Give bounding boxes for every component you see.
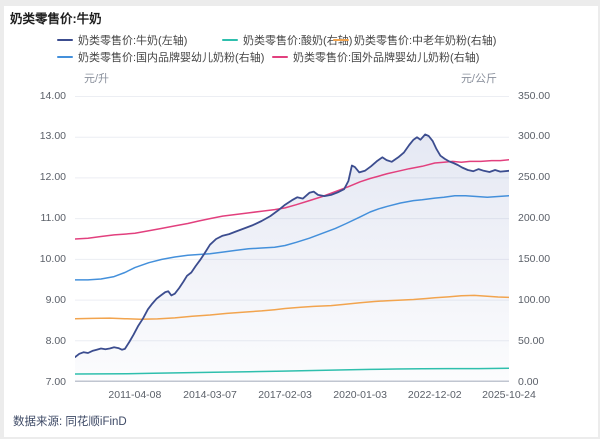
chart-title: 奶类零售价:牛奶 xyxy=(10,12,102,26)
legend-item-4[interactable]: 奶类零售价:国外品牌婴幼儿奶粉(右轴) xyxy=(272,50,479,64)
right-axis-tick: 200.00 xyxy=(518,212,551,225)
series-line-1 xyxy=(75,367,509,375)
legend-item-1[interactable]: 奶类零售价:酸奶(右轴) xyxy=(222,33,352,47)
legend-item-0[interactable]: 奶类零售价:牛奶(左轴) xyxy=(57,33,187,47)
right-axis-tick: 250.00 xyxy=(518,171,551,184)
left-axis-tick: 11.00 xyxy=(40,212,67,225)
left-axis-tick: 12.00 xyxy=(39,171,66,184)
left-axis-tick: 14.00 xyxy=(39,89,66,102)
left-axis-tick: 13.00 xyxy=(39,130,66,143)
right-axis-tick: 100.00 xyxy=(518,293,551,306)
right-axis-unit-label: 元/公斤 xyxy=(460,73,497,85)
right-axis-tick: 150.00 xyxy=(518,252,551,265)
legend-item-label: 奶类零售价:国外品牌婴幼儿奶粉(右轴) xyxy=(293,52,480,64)
legend-item-label: 奶类零售价:国内品牌婴幼儿奶粉(右轴) xyxy=(78,52,265,64)
right-axis-tick: 50.00 xyxy=(518,334,545,347)
legend-dash-icon xyxy=(57,38,73,42)
x-axis-tick: 2017-02-03 xyxy=(258,389,312,401)
right-axis-tick: 0.00 xyxy=(518,375,539,388)
series-line-3 xyxy=(75,194,509,281)
series-line-0 xyxy=(75,133,509,359)
left-axis-tick: 9.00 xyxy=(45,293,66,306)
series-line-2 xyxy=(75,294,509,320)
milk-area-fill xyxy=(75,134,509,382)
legend-item-label: 奶类零售价:牛奶(左轴) xyxy=(78,35,188,47)
left-axis-tick: 8.00 xyxy=(45,334,66,347)
right-axis-tick: 300.00 xyxy=(518,130,551,143)
x-axis-tick: 2025-10-24 xyxy=(482,389,536,401)
legend-item-2[interactable]: 奶类零售价:中老年奶粉(右轴) xyxy=(333,33,496,47)
legend-dash-icon xyxy=(222,38,238,42)
legend-dash-icon xyxy=(57,55,73,59)
left-axis-unit-label: 元/升 xyxy=(84,73,110,85)
x-axis-tick: 2011-04-08 xyxy=(108,389,162,401)
left-axis-tick: 7.00 xyxy=(45,375,66,388)
left-axis-tick: 10.00 xyxy=(39,252,66,265)
legend-item-3[interactable]: 奶类零售价:国内品牌婴幼儿奶粉(右轴) xyxy=(57,50,264,64)
plot-area[interactable] xyxy=(75,96,509,382)
legend-item-label: 奶类零售价:中老年奶粉(右轴) xyxy=(354,35,497,47)
legend-dash-icon xyxy=(272,55,288,59)
data-source-label: 数据来源: 同花顺iFinD xyxy=(13,416,127,428)
legend-item-label: 奶类零售价:酸奶(右轴) xyxy=(243,35,353,47)
x-axis-tick: 2020-01-03 xyxy=(333,389,387,401)
legend-dash-icon xyxy=(333,38,349,42)
x-axis-tick: 2022-12-02 xyxy=(407,389,462,401)
x-axis-tick: 2014-03-07 xyxy=(183,389,237,401)
right-axis-tick: 350.00 xyxy=(518,89,551,102)
